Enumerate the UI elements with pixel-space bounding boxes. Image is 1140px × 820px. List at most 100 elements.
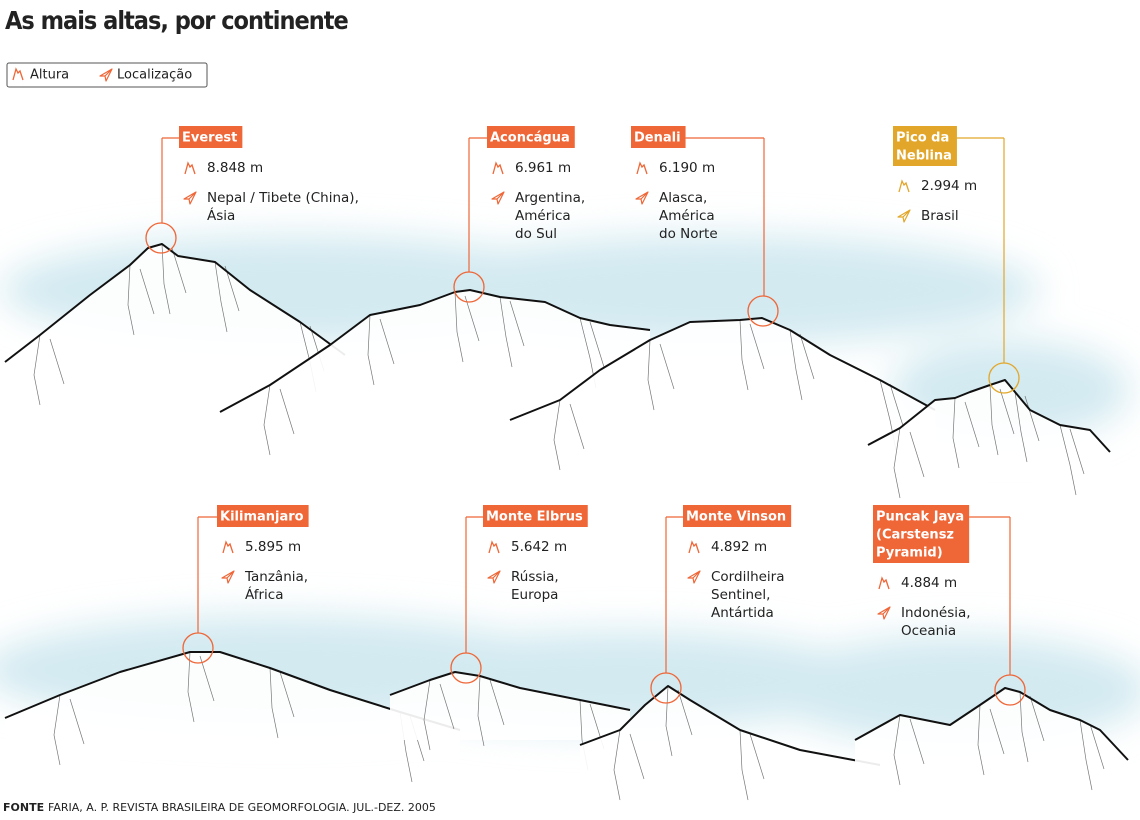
height-icon (222, 540, 234, 554)
labels: Everest 8.848 m Nepal / Tibete (China),Ási… (145, 126, 1026, 706)
mountain-ridge (4, 243, 346, 363)
mountain-detail (214, 261, 240, 333)
peak-location: Indonésia, (901, 605, 971, 621)
name-box (179, 126, 243, 148)
mountain-detail (499, 296, 525, 368)
peak-height: 4.892 m (711, 539, 767, 555)
name-box (893, 126, 957, 166)
location-icon (221, 570, 235, 584)
peak-name: Pyramid) (876, 546, 943, 561)
peak-height: 2.994 m (921, 178, 977, 194)
peak-location: Ásia (207, 207, 235, 224)
mountain-fill (580, 686, 880, 795)
height-icon (878, 576, 890, 590)
peak-location: América (659, 208, 715, 224)
peak-marker (650, 672, 682, 704)
mountain-fill (220, 290, 650, 442)
height-icon (688, 540, 700, 554)
mountain-ridge (867, 379, 1111, 453)
mountain-detail (739, 319, 765, 391)
peak-marker (450, 652, 482, 684)
mountain-detail (127, 264, 155, 336)
height-icon (898, 179, 910, 193)
peak-height: 6.190 m (659, 160, 715, 176)
peak-location: do Norte (659, 226, 718, 242)
peak-name: Monte Vinson (686, 510, 786, 525)
source-label: FONTE (3, 801, 44, 814)
mountain-ridge (579, 685, 881, 766)
mountain-detail (454, 291, 480, 363)
peak-label: Monte Vinson 4.892 m Cordilheira Sentinel, A… (650, 505, 792, 704)
mountains (4, 243, 1129, 801)
location-icon (487, 570, 501, 584)
mountain-detail (553, 399, 585, 471)
name-box (483, 505, 588, 527)
source-text: FARIA, A. P. REVISTA BRASILEIRA DE GEOMO… (48, 801, 436, 814)
peak-location: Oceania (901, 623, 956, 639)
peak-location: América (515, 208, 571, 224)
location-icon (99, 68, 113, 82)
peak-label: Aconcágua 6.961 m Argentina, América do Sul (453, 126, 585, 303)
height-icon (492, 161, 504, 175)
peak-location: Rússia, (511, 569, 559, 585)
peak-label: Everest 8.848 m Nepal / Tibete (China),Ási… (145, 126, 359, 254)
name-box (631, 126, 686, 148)
mountain-ridge (854, 687, 1129, 761)
peak-location: Sentinel, (711, 587, 770, 603)
peak-marker (182, 632, 214, 664)
mountain-ridge (509, 317, 936, 421)
peak-marker (145, 222, 177, 254)
mountain-detail (647, 339, 675, 411)
mountain-detail (161, 243, 187, 315)
name-box (873, 505, 970, 563)
legend: Altura Localização (12, 67, 192, 83)
mountain-detail (613, 729, 645, 801)
peak-location: Argentina, (515, 190, 585, 206)
peak-location: Brasil (921, 208, 959, 224)
mountain-detail (1059, 424, 1085, 496)
peak-marker (988, 362, 1020, 394)
mountain-detail (739, 729, 765, 801)
peak-name: Neblina (896, 149, 952, 164)
location-icon (687, 570, 701, 584)
mountain-detail (989, 384, 1015, 456)
height-icon (12, 67, 24, 81)
mountain-fill (510, 318, 935, 450)
mountain-detail (665, 685, 693, 757)
mountain-detail (269, 667, 295, 739)
mountain-fill (390, 672, 630, 740)
peak-name: Kilimanjaro (220, 510, 304, 525)
peak-marker (747, 295, 779, 327)
peak-name: (Carstensz (876, 528, 954, 543)
peak-marker (994, 674, 1026, 706)
mountain-detail (263, 384, 295, 456)
mountain-fill (5, 652, 460, 760)
mountain-detail (53, 694, 85, 766)
peak-height: 6.961 m (515, 160, 571, 176)
name-box (487, 126, 575, 148)
name-box (683, 505, 792, 527)
height-icon (184, 161, 196, 175)
peak-height: 4.884 m (901, 575, 957, 591)
peak-label: Monte Elbrus 5.642 m Rússia, Europa (450, 505, 588, 684)
mountain-detail (977, 704, 1005, 776)
peak-location: Tanzânia, (244, 569, 308, 585)
peak-name: Aconcágua (490, 131, 570, 146)
mountain-detail (789, 329, 815, 401)
peak-name: Everest (182, 131, 237, 146)
mountain-detail (893, 427, 925, 499)
mountain-detail (952, 397, 980, 469)
mountain-detail (1014, 391, 1040, 463)
peak-label: Puncak Jaya (Carstensz Pyramid) 4.884 m Indo… (873, 505, 1026, 706)
peak-location: África (245, 586, 284, 603)
mountain-detail (33, 334, 65, 406)
mountain-ridge (219, 289, 651, 413)
legend-height: Altura (30, 68, 69, 83)
peak-label: Kilimanjaro 5.895 m Tanzânia,África (182, 505, 309, 664)
peak-name: Denali (634, 131, 681, 146)
peak-location: Cordilheira (711, 569, 785, 585)
legend-box (6, 62, 208, 88)
title: As mais altas, por continente (5, 6, 348, 35)
mountain-detail (1019, 691, 1045, 763)
